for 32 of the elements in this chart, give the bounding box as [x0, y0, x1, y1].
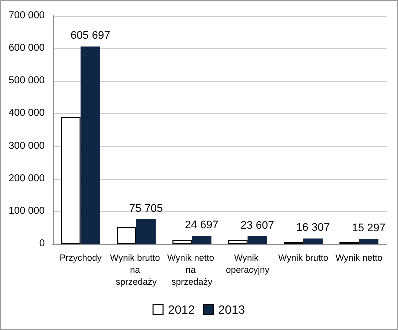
data-label: 23 607 — [240, 220, 274, 232]
y-tick-label: 400 000 — [8, 108, 46, 120]
y-tick-label: 700 000 — [8, 10, 46, 22]
data-label: 24 697 — [185, 219, 219, 232]
x-tick-label: Wynik brutto na sprzedaży — [110, 253, 163, 287]
y-tick-label: 600 000 — [8, 43, 46, 54]
bar — [136, 219, 156, 244]
y-tick-label: 500 000 — [8, 76, 46, 87]
bar — [248, 236, 268, 244]
bar — [61, 116, 81, 244]
bar — [192, 236, 212, 244]
legend-label: 2013 — [218, 303, 246, 317]
bar — [304, 238, 323, 244]
x-tick-label: Wynik brutto — [278, 253, 328, 263]
x-tick-label: Wynik netto na sprzedaży — [167, 253, 217, 287]
bar — [172, 240, 192, 244]
data-label: 75 705 — [129, 202, 164, 215]
x-tick-label: Wynik netto — [336, 253, 383, 263]
data-label: 605 697 — [70, 30, 110, 42]
y-tick-label: 300 000 — [8, 140, 46, 152]
x-tick-label: Wynik operacyjny — [226, 253, 270, 275]
data-label: 16 307 — [296, 222, 330, 234]
bar — [228, 240, 248, 244]
legend-label: 2012 — [168, 303, 196, 317]
y-tick-label: 100 000 — [8, 206, 46, 217]
y-tick-label: 0 — [39, 238, 46, 250]
y-tick-label: 200 000 — [8, 173, 46, 184]
x-tick-label: Przychody — [60, 253, 102, 263]
bar — [80, 46, 100, 244]
data-label: 15 297 — [352, 222, 386, 235]
bar — [117, 227, 136, 244]
bar — [359, 239, 379, 244]
